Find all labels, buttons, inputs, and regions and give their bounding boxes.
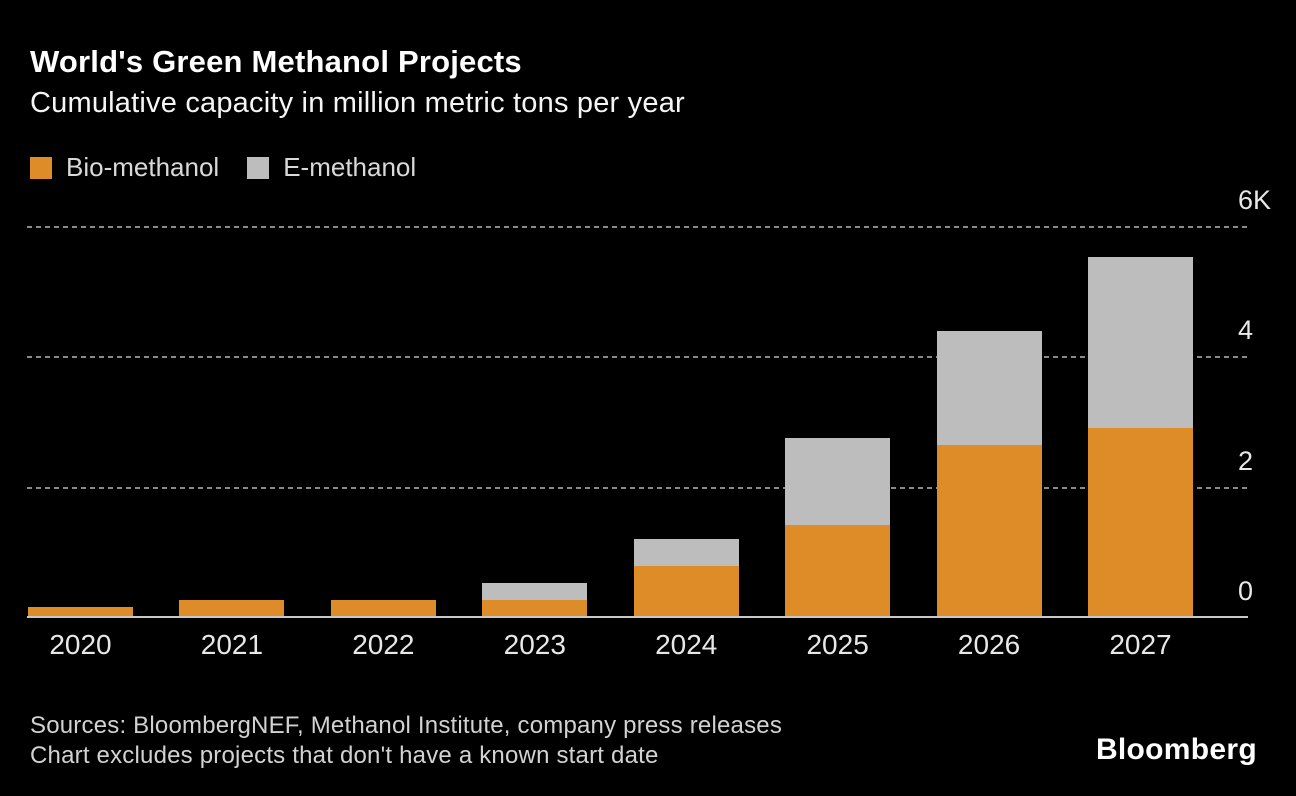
y-tick-label-6K: 6K [1238, 185, 1272, 215]
x-tick-label-2026: 2026 [957, 629, 1021, 660]
x-tick-label-2023: 2023 [503, 629, 566, 660]
legend-item-e-methanol: E-methanol [247, 152, 416, 183]
y-tick-label-0: 0 [1238, 576, 1254, 606]
bar-2024-e-methanol [633, 539, 739, 566]
bar-2024-bio-methanol [633, 566, 739, 616]
chart-title: World's Green Methanol Projects [30, 44, 522, 79]
y-tick-label-4: 4 [1238, 315, 1254, 346]
bar-2023-e-methanol [482, 583, 588, 600]
bar-2020-bio-methanol [28, 607, 133, 616]
bar-2027-e-methanol [1088, 257, 1193, 428]
gridline-2 [27, 486, 1248, 489]
x-tick-label-2024: 2024 [655, 629, 718, 660]
x-tick-label-2021: 2021 [200, 629, 264, 660]
legend-label: Bio-methanol [66, 152, 220, 182]
chart-legend: Bio-methanol E-methanol [30, 152, 444, 183]
bar-2025-bio-methanol [785, 525, 891, 616]
bar-2022-bio-methanol [330, 600, 436, 616]
plot-area [27, 200, 1248, 618]
y-tick-label-2: 2 [1238, 445, 1254, 476]
bar-2023-bio-methanol [482, 600, 588, 616]
x-axis-line [27, 616, 1248, 618]
x-tick-label-2027: 2027 [1109, 629, 1172, 660]
source-line: Sources: BloombergNEF, Methanol Institut… [30, 712, 783, 739]
note-line: Chart excludes projects that don't have … [30, 742, 659, 769]
bar-2021-bio-methanol [179, 600, 285, 616]
chart-subtitle: Cumulative capacity in million metric to… [30, 87, 685, 119]
bar-2026-e-methanol [936, 331, 1042, 445]
e-methanol-swatch-icon [247, 156, 270, 179]
source-note: Sources: BloombergNEF, Methanol Institut… [30, 711, 782, 771]
x-tick-label-2025: 2025 [806, 629, 869, 660]
bar-2026-bio-methanol [936, 445, 1042, 616]
bar-2025-e-methanol [785, 438, 891, 525]
bio-methanol-swatch-icon [30, 156, 52, 179]
x-tick-label-2022: 2022 [352, 629, 415, 660]
x-tick-label-2020: 2020 [49, 629, 112, 660]
bloomberg-logo: Bloomberg [1095, 733, 1257, 766]
gridline-4 [27, 356, 1248, 359]
legend-label: E-methanol [283, 152, 417, 182]
bar-2027-bio-methanol [1088, 428, 1193, 616]
legend-item-bio-methanol: Bio-methanol [30, 152, 219, 183]
gridline-6K [27, 226, 1248, 228]
